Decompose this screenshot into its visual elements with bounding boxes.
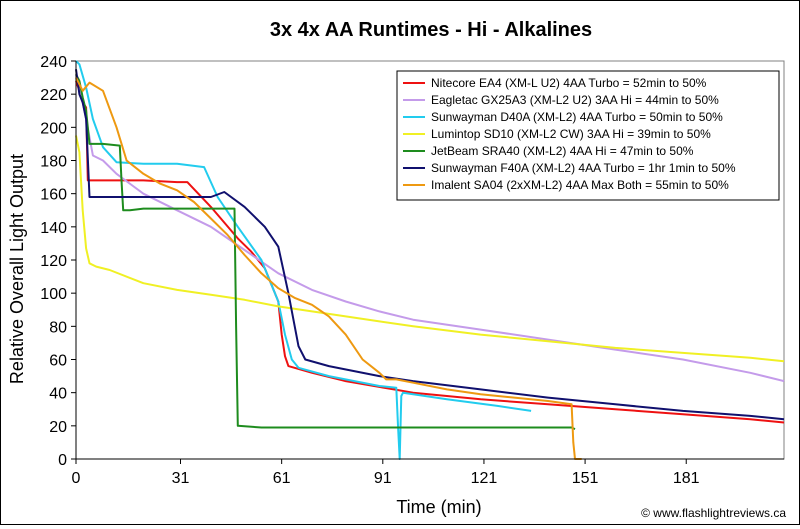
x-tick-label: 31 xyxy=(172,470,190,487)
y-axis-label: Relative Overall Light Output xyxy=(7,154,27,384)
x-tick-label: 181 xyxy=(673,470,700,487)
y-tick-label: 20 xyxy=(49,419,67,436)
x-tick-label: 121 xyxy=(471,470,498,487)
x-tick-label: 0 xyxy=(72,470,81,487)
y-tick-label: 80 xyxy=(49,319,67,336)
x-tick-label: 61 xyxy=(273,470,291,487)
y-tick-label: 0 xyxy=(58,452,67,469)
legend-entry-3: Sunwayman D40A (XM-L2) 4AA Turbo = 50min… xyxy=(431,110,723,124)
legend-entry-4: Lumintop SD10 (XM-L2 CW) 3AA Hi = 39min … xyxy=(431,127,711,141)
x-axis-label: Time (min) xyxy=(396,497,481,517)
series-line-6 xyxy=(75,69,785,421)
y-tick-label: 140 xyxy=(40,220,67,237)
legend: Nitecore EA4 (XM-L U2) 4AA Turbo = 52min… xyxy=(396,70,780,201)
series-line-4 xyxy=(75,135,785,363)
series-line-5 xyxy=(75,73,576,431)
watermark-text: © www.flashlightreviews.ca xyxy=(641,506,786,520)
chart-title: 3x 4x AA Runtimes - Hi - Alkalines xyxy=(270,19,592,41)
series-line-7 xyxy=(75,77,582,460)
legend-entry-7: Imalent SA04 (2xXM-L2) 4AA Max Both = 55… xyxy=(431,178,729,192)
legend-entry-5: JetBeam SRA40 (XM-L2) 4AA Hi = 47min to … xyxy=(431,144,694,158)
y-tick-label: 120 xyxy=(40,253,67,270)
x-tick-label: 151 xyxy=(572,470,599,487)
legend-entry-1: Nitecore EA4 (XM-L U2) 4AA Turbo = 52min… xyxy=(431,76,707,90)
y-tick-label: 160 xyxy=(40,187,67,204)
legend-entry-6: Sunwayman F40A (XM-L2) 4AA Turbo = 1hr 1… xyxy=(431,161,736,175)
y-tick-label: 200 xyxy=(40,120,67,137)
series-line-3 xyxy=(75,60,532,460)
y-tick-label: 40 xyxy=(49,386,67,403)
y-tick-label: 180 xyxy=(40,154,67,171)
y-tick-label: 220 xyxy=(40,87,67,104)
legend-box xyxy=(396,70,780,201)
legend-entry-2: Eagletac GX25A3 (XM-L2 U2) 3AA Hi = 44mi… xyxy=(431,93,719,107)
y-tick-label: 60 xyxy=(49,353,67,370)
y-tick-label: 240 xyxy=(40,54,67,71)
y-tick-label: 100 xyxy=(40,286,67,303)
x-tick-label: 91 xyxy=(374,470,392,487)
